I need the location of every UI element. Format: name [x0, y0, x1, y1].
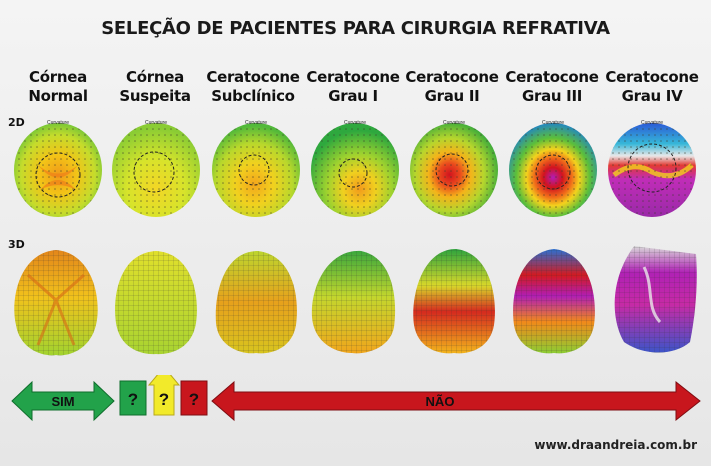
question-box-red: ? [180, 380, 208, 416]
column-label-line1: Ceratocone [206, 68, 300, 86]
column-label-line2: Suspeita [119, 87, 191, 105]
map-titles: Curvature Curvature Curvature Curvature … [47, 120, 663, 126]
map-3d-grau-4 [604, 242, 700, 360]
row-label-3d: 3D [8, 238, 25, 251]
column-label-line2: Grau III [521, 87, 583, 105]
map-2d-suspeita [108, 120, 204, 220]
map-3d-normal [8, 245, 104, 360]
column-label-line2: Grau IV [621, 87, 683, 105]
map-title: Curvature [145, 120, 167, 126]
map-3d-subclinico [208, 245, 304, 360]
map-2d-grau-4 [604, 120, 700, 220]
question-arrow-yellow: ? [147, 375, 181, 416]
map-title: Curvature [245, 120, 267, 126]
column-grau-2: Ceratocone Grau II [402, 68, 502, 106]
nao-arrow: NÃO [211, 380, 701, 422]
map-title: Curvature [47, 120, 69, 126]
map-title: Curvature [641, 120, 663, 126]
map-title: Curvature [542, 120, 564, 126]
column-subclinico: Ceratocone Subclínico [203, 68, 303, 106]
column-normal: Córnea Normal [8, 68, 108, 106]
column-label-line1: Ceratocone [405, 68, 499, 86]
sim-label: SIM [51, 394, 74, 409]
column-grau-4: Ceratocone Grau IV [602, 68, 702, 106]
nao-label: NÃO [426, 394, 455, 409]
column-suspeita: Córnea Suspeita [105, 68, 205, 106]
column-label-line1: Ceratocone [306, 68, 400, 86]
indicator-bar: SIM ? ? ? NÃO [11, 375, 701, 422]
row-label-2d: 2D [8, 116, 25, 129]
map-3d-grau-1 [306, 245, 402, 360]
column-label-line2: Normal [28, 87, 88, 105]
map-2d-grau-2 [406, 120, 502, 220]
column-label-line1: Ceratocone [505, 68, 599, 86]
column-label-line2: Grau II [424, 87, 480, 105]
question-mark: ? [159, 390, 169, 409]
question-box-green: ? [119, 380, 147, 416]
map-2d-subclinico [208, 120, 304, 220]
column-label-line2: Grau I [328, 87, 378, 105]
map-title: Curvature [443, 120, 465, 126]
map-3d-grau-2 [406, 245, 502, 360]
column-label-line1: Córnea [126, 68, 184, 86]
page-title: SELEÇÃO DE PACIENTES PARA CIRURGIA REFRA… [101, 18, 610, 39]
sim-arrow: SIM [11, 380, 115, 422]
map-3d-suspeita [108, 245, 204, 360]
map-2d-grau-3 [505, 120, 601, 220]
column-label-line1: Ceratocone [605, 68, 699, 86]
map-2d-normal [10, 120, 106, 220]
map-title: Curvature [344, 120, 366, 126]
column-grau-1: Ceratocone Grau I [303, 68, 403, 106]
map-3d-grau-3 [506, 245, 602, 360]
question-mark: ? [128, 390, 138, 409]
column-label-line1: Córnea [29, 68, 87, 86]
map-2d-grau-1 [307, 120, 403, 220]
column-label-line2: Subclínico [211, 87, 295, 105]
column-headers: Córnea Normal Córnea Suspeita Ceratocone… [0, 68, 711, 108]
column-grau-3: Ceratocone Grau III [502, 68, 602, 106]
question-mark: ? [189, 390, 199, 409]
footer-url: www.draandreia.com.br [534, 438, 697, 452]
